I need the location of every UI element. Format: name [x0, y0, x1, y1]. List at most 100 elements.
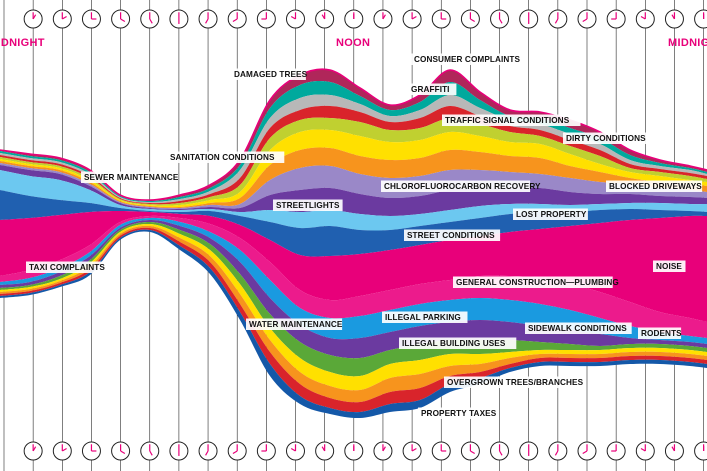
- series-label-text: SIDEWALK CONDITIONS: [528, 324, 627, 333]
- clock-icon: [635, 441, 655, 461]
- stream-layers: [0, 68, 707, 419]
- clock-icon: [606, 9, 626, 29]
- series-label-consumer-complaints: CONSUMER COMPLAINTS: [411, 53, 521, 65]
- series-label-general-construction: GENERAL CONSTRUCTION—PLUMBING: [453, 276, 619, 288]
- sewer-layer: [0, 147, 707, 209]
- series-label-cfc-recovery: CHLOROFLUOROCARBON RECOVERY: [381, 180, 541, 192]
- cfc-recovery-layer: [0, 163, 707, 210]
- clock-icon: [81, 9, 101, 29]
- series-label-illegal-parking: ILLEGAL PARKING: [382, 311, 468, 323]
- clock-icon: [315, 441, 335, 461]
- series-label-text: STREETLIGHTS: [276, 201, 340, 210]
- top-clock-row: [23, 9, 707, 29]
- clock-icon: [664, 441, 684, 461]
- series-label-text: WATER MAINTENANCE: [249, 320, 343, 329]
- clock-icon: [286, 9, 305, 29]
- clock-icon: [606, 441, 626, 461]
- series-label-water-maintenance: WATER MAINTENANCE: [246, 318, 343, 330]
- streetlights-layer: [0, 170, 707, 231]
- clock-icon: [373, 441, 393, 461]
- series-label-property-taxes: PROPERTY TAXES: [418, 407, 499, 419]
- clock-icon: [344, 9, 364, 29]
- clock-icon: [431, 441, 451, 461]
- traffic-signal-layer: [0, 105, 707, 205]
- stream-top-outline: [0, 68, 707, 201]
- clock-icon: [519, 441, 539, 461]
- series-label-text: CONSUMER COMPLAINTS: [414, 55, 521, 64]
- series-label-text: DIRTY CONDITIONS: [566, 134, 646, 143]
- bottom-clock-row: [23, 441, 707, 461]
- clock-icon: [111, 441, 131, 461]
- series-label-text: SEWER MAINTENANCE: [84, 173, 179, 182]
- series-label-rodents: RODENTS: [638, 327, 682, 339]
- clock-icon: [402, 9, 422, 29]
- series-label-sanitation: SANITATION CONDITIONS: [167, 151, 285, 163]
- series-label-text: GRAFFITI: [411, 85, 450, 94]
- clock-icon: [140, 441, 160, 461]
- series-label-street-conditions: STREET CONDITIONS: [404, 229, 501, 241]
- clock-icon: [694, 441, 707, 461]
- street-conditions-layer: [0, 217, 707, 344]
- sanitation-layer: [0, 117, 707, 206]
- series-label-text: GENERAL CONSTRUCTION—PLUMBING: [456, 278, 619, 287]
- noise-layer: [0, 211, 707, 322]
- clock-icon: [52, 441, 72, 461]
- taxi-complaints-layer: [0, 215, 707, 338]
- series-label-dirty-conditions: DIRTY CONDITIONS: [563, 132, 654, 144]
- clock-icon: [548, 9, 568, 29]
- series-label-traffic-signal: TRAFFIC SIGNAL CONDITIONS: [442, 114, 581, 126]
- period-labels: MIDNIGHT NOON MIDNIGHT: [0, 37, 707, 49]
- clock-icon: [169, 9, 189, 29]
- clock-icon: [81, 441, 101, 461]
- series-label-text: PROPERTY TAXES: [421, 409, 497, 418]
- clock-icon: [140, 9, 160, 29]
- series-label-text: TAXI COMPLAINTS: [29, 263, 105, 272]
- clock-icon: [256, 9, 276, 29]
- illegal-building-layer: [0, 225, 707, 403]
- clock-icon: [23, 441, 43, 461]
- series-label-graffiti: GRAFFITI: [408, 83, 457, 95]
- series-label-text: ILLEGAL BUILDING USES: [402, 339, 506, 348]
- series-label-text: CHLOROFLUOROCARBON RECOVERY: [384, 182, 541, 191]
- clock-icon: [227, 9, 247, 29]
- clock-icon: [577, 441, 597, 461]
- clock-icon: [694, 9, 707, 29]
- clock-icon: [198, 9, 218, 29]
- series-label-text: TRAFFIC SIGNAL CONDITIONS: [445, 116, 570, 125]
- clock-icon: [519, 9, 539, 29]
- series-label-lost-property: LOST PROPERTY: [513, 208, 588, 220]
- clock-icon: [198, 441, 218, 461]
- series-label-noise: NOISE: [653, 260, 686, 272]
- series-label-text: BLOCKED DRIVEWAYS: [609, 182, 702, 191]
- series-label-taxi-complaints: TAXI COMPLAINTS: [26, 261, 112, 273]
- lost-property-layer: [0, 190, 707, 257]
- clock-icon: [227, 441, 247, 461]
- series-label-damaged-trees: DAMAGED TREES: [231, 68, 308, 80]
- series-labels: DAMAGED TREES CONSUMER COMPLAINTS GRAFFITI…: [26, 53, 702, 419]
- clock-icon: [460, 9, 480, 29]
- series-label-text: RODENTS: [641, 329, 682, 338]
- series-label-text: OVERGROWN TREES/BRANCHES: [447, 378, 584, 387]
- clock-icon: [664, 9, 684, 29]
- clock-icon: [344, 441, 364, 461]
- clock-icon: [460, 441, 480, 461]
- clock-icon: [490, 441, 510, 461]
- clock-icon: [577, 9, 597, 29]
- clock-icon: [402, 441, 422, 461]
- series-label-text: NOISE: [656, 262, 682, 271]
- series-label-text: LOST PROPERTY: [516, 210, 587, 219]
- series-label-streetlights: STREETLIGHTS: [273, 199, 343, 211]
- period-label-midnight-right: MIDNIGHT: [668, 37, 707, 49]
- clock-icon: [23, 9, 43, 29]
- clock-icon: [169, 441, 189, 461]
- clock-icon: [286, 441, 305, 461]
- blocked-driveways-layer: [0, 165, 707, 216]
- series-label-text: DAMAGED TREES: [234, 70, 308, 79]
- clock-icon: [635, 9, 655, 29]
- series-label-overgrown-trees: OVERGROWN TREES/BRANCHES: [444, 376, 584, 388]
- series-label-text: SANITATION CONDITIONS: [170, 153, 275, 162]
- series-label-sewer: SEWER MAINTENANCE: [81, 171, 179, 183]
- series-label-text: ILLEGAL PARKING: [385, 313, 461, 322]
- clock-icon: [431, 9, 451, 29]
